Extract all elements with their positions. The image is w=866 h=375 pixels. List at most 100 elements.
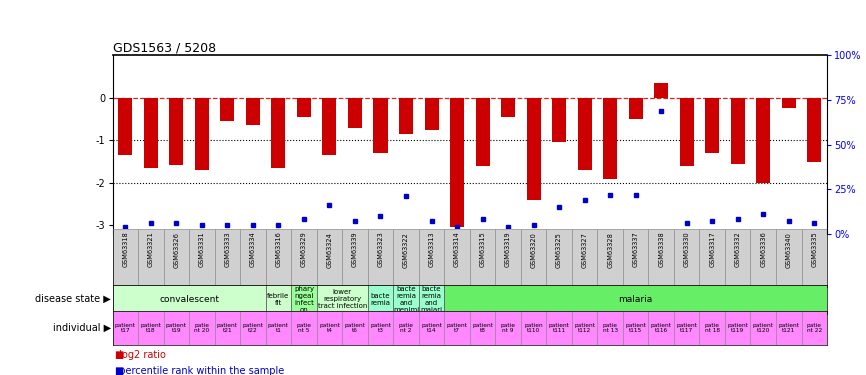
- Bar: [572, 229, 598, 287]
- Bar: [546, 229, 572, 287]
- Bar: [138, 311, 164, 345]
- Bar: [215, 229, 240, 287]
- Text: GSM63318: GSM63318: [122, 232, 128, 267]
- Text: patient
t17: patient t17: [115, 322, 136, 333]
- Bar: [342, 229, 368, 287]
- Bar: [399, 98, 413, 134]
- Bar: [419, 311, 444, 345]
- Text: lower
respiratory
tract infection: lower respiratory tract infection: [318, 289, 367, 309]
- Bar: [469, 229, 495, 287]
- Text: patient
t6: patient t6: [345, 322, 365, 333]
- Text: malaria: malaria: [618, 295, 653, 304]
- Bar: [317, 285, 368, 314]
- Bar: [348, 98, 362, 128]
- Bar: [322, 98, 337, 155]
- Text: GSM63316: GSM63316: [275, 232, 281, 267]
- Text: patient
t120: patient t120: [753, 322, 773, 333]
- Text: patient
t18: patient t18: [140, 322, 161, 333]
- Text: GSM63335: GSM63335: [811, 232, 818, 267]
- Bar: [317, 311, 342, 345]
- Text: GSM63336: GSM63336: [760, 232, 766, 267]
- Text: convalescent: convalescent: [159, 295, 219, 304]
- Text: GSM63331: GSM63331: [199, 232, 205, 267]
- Bar: [623, 229, 649, 287]
- Bar: [469, 311, 495, 345]
- Text: patien
t110: patien t110: [524, 322, 543, 333]
- Bar: [271, 98, 286, 168]
- Bar: [419, 229, 444, 287]
- Bar: [170, 98, 184, 165]
- Text: patient
t22: patient t22: [242, 322, 263, 333]
- Text: GSM63327: GSM63327: [582, 232, 588, 268]
- Bar: [495, 229, 520, 287]
- Bar: [629, 98, 643, 119]
- Bar: [373, 98, 387, 153]
- Bar: [802, 229, 827, 287]
- Text: patie
nt 5: patie nt 5: [296, 322, 312, 333]
- Text: GSM63330: GSM63330: [683, 232, 689, 267]
- Text: GSM63329: GSM63329: [301, 232, 307, 267]
- Bar: [700, 311, 725, 345]
- Text: patie
nt 18: patie nt 18: [705, 322, 720, 333]
- Text: GSM63339: GSM63339: [352, 232, 358, 267]
- Bar: [705, 98, 720, 153]
- Bar: [444, 285, 827, 314]
- Bar: [144, 98, 158, 168]
- Bar: [495, 311, 520, 345]
- Text: patient
t3: patient t3: [370, 322, 391, 333]
- Text: patient
t117: patient t117: [676, 322, 697, 333]
- Text: patie
nt 9: patie nt 9: [501, 322, 515, 333]
- Bar: [266, 311, 291, 345]
- Bar: [189, 311, 215, 345]
- Bar: [240, 229, 266, 287]
- Text: GDS1563 / 5208: GDS1563 / 5208: [113, 41, 216, 54]
- Text: bacte
remia
and
malari: bacte remia and malari: [421, 286, 443, 313]
- Text: GSM63320: GSM63320: [531, 232, 537, 268]
- Bar: [138, 229, 164, 287]
- Text: GSM63322: GSM63322: [403, 232, 409, 268]
- Text: patient
t4: patient t4: [319, 322, 339, 333]
- Text: GSM63313: GSM63313: [429, 232, 435, 267]
- Bar: [342, 311, 368, 345]
- Text: patie
nt 20: patie nt 20: [194, 322, 210, 333]
- Bar: [393, 311, 419, 345]
- Bar: [776, 229, 802, 287]
- Bar: [475, 98, 489, 166]
- Bar: [751, 311, 776, 345]
- Bar: [782, 98, 796, 108]
- Text: GSM63333: GSM63333: [224, 232, 230, 267]
- Text: GSM63337: GSM63337: [633, 232, 638, 267]
- Text: ■: ■: [114, 366, 124, 375]
- Bar: [368, 311, 393, 345]
- Bar: [164, 311, 189, 345]
- Bar: [603, 98, 617, 178]
- Bar: [674, 311, 700, 345]
- Text: patient
t19: patient t19: [166, 322, 187, 333]
- Text: GSM63325: GSM63325: [556, 232, 562, 268]
- Text: febrile
fit: febrile fit: [268, 293, 289, 306]
- Text: patient
t112: patient t112: [574, 322, 595, 333]
- Text: patient
t119: patient t119: [727, 322, 748, 333]
- Bar: [802, 311, 827, 345]
- Text: GSM63315: GSM63315: [480, 232, 486, 267]
- Bar: [393, 229, 419, 287]
- Bar: [501, 98, 515, 117]
- Bar: [807, 98, 821, 162]
- Text: bacte
remia: bacte remia: [371, 293, 391, 306]
- Bar: [725, 229, 751, 287]
- Bar: [266, 229, 291, 287]
- Text: disease state ▶: disease state ▶: [36, 294, 111, 304]
- Text: bacte
remia
and
menimi: bacte remia and menimi: [393, 286, 419, 313]
- Text: GSM63323: GSM63323: [378, 232, 384, 267]
- Bar: [240, 311, 266, 345]
- Text: phary
ngeal
infect
on: phary ngeal infect on: [294, 286, 314, 313]
- Bar: [520, 229, 546, 287]
- Text: patie
nt 22: patie nt 22: [806, 322, 822, 333]
- Bar: [546, 311, 572, 345]
- Bar: [291, 229, 317, 287]
- Bar: [393, 285, 419, 314]
- Bar: [680, 98, 694, 166]
- Text: patient
t1: patient t1: [268, 322, 289, 333]
- Bar: [113, 285, 266, 314]
- Text: patient
t14: patient t14: [421, 322, 442, 333]
